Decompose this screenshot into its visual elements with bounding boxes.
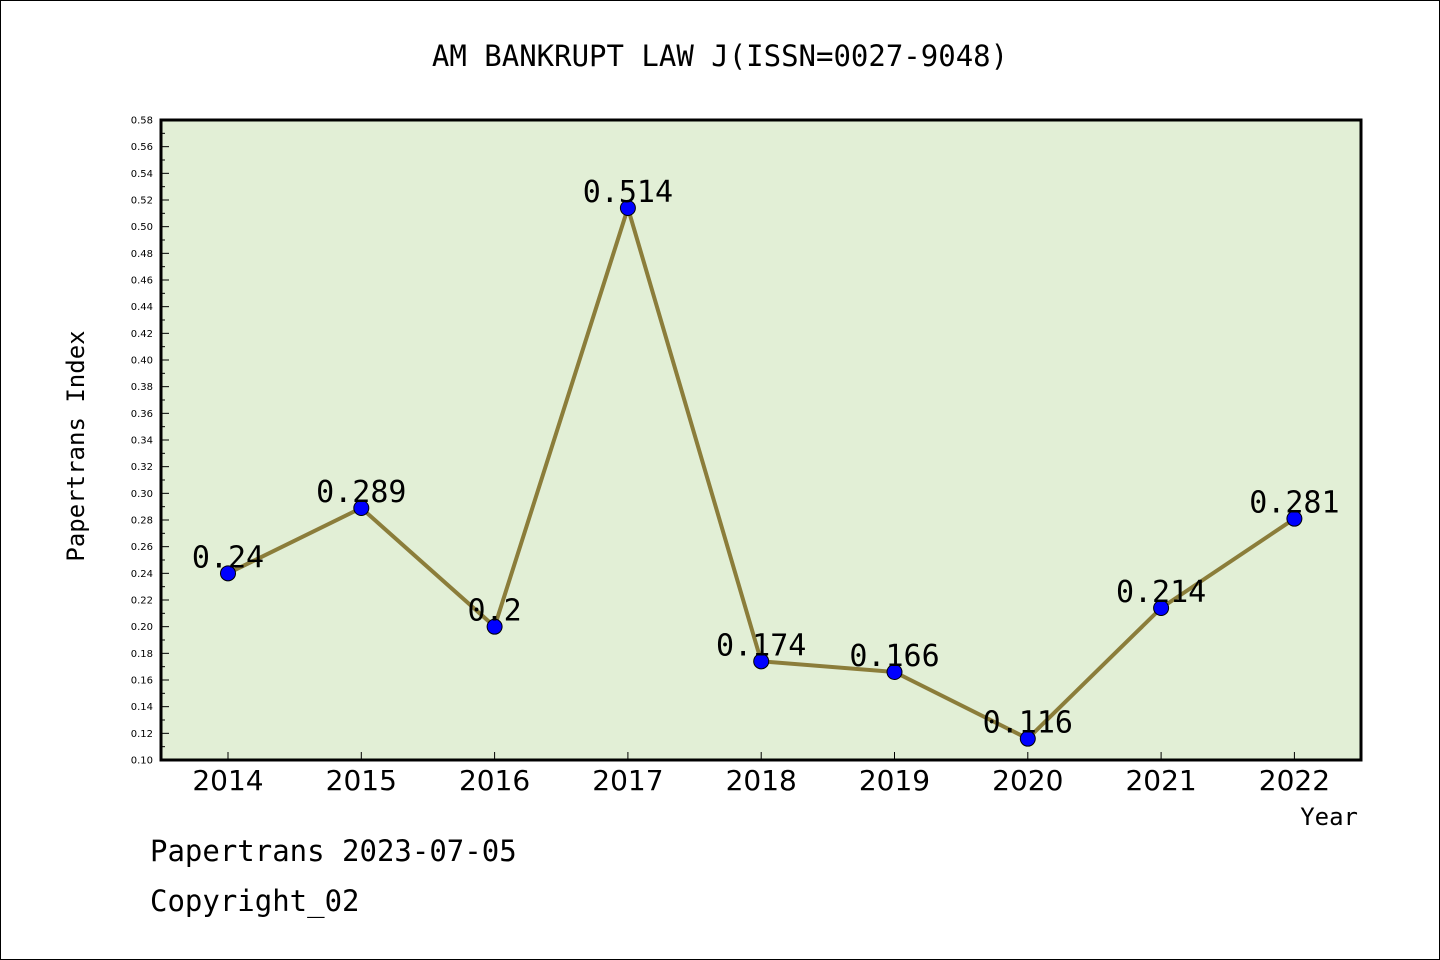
y-tick-label: 0.46 bbox=[131, 276, 153, 287]
footer-date-text: Papertrans 2023-07-05 bbox=[150, 834, 517, 868]
data-point bbox=[619, 200, 636, 216]
y-tick-label: 0.58 bbox=[131, 116, 153, 127]
y-tick-label: 0.34 bbox=[131, 436, 153, 447]
data-labels: 0.24 0.289 0.2 0.514 0.174 0.166 0.116 0.214 0.2… bbox=[192, 175, 1340, 741]
y-axis-label: Papertrans Index bbox=[62, 330, 90, 561]
data-label: 0.214 bbox=[1116, 575, 1206, 610]
y-tick-label: 0.54 bbox=[131, 169, 153, 180]
y-axis: 0.10 0.12 0.14 0.16 0.18 0.20 0.22 0.24 0.26 0.28… bbox=[131, 116, 169, 767]
y-tick-label: 0.12 bbox=[131, 729, 153, 740]
y-tick-label: 0.38 bbox=[131, 382, 153, 393]
data-label: 0.2 bbox=[468, 594, 522, 629]
x-axis-label: Year bbox=[1300, 803, 1358, 831]
y-tick-label: 0.50 bbox=[131, 222, 153, 233]
x-axis: 2014 2015 2016 2017 2018 2019 2020 2021 2022 bbox=[192, 752, 1330, 797]
y-tick-label: 0.52 bbox=[131, 196, 153, 207]
data-point bbox=[1019, 730, 1036, 747]
series-group bbox=[220, 200, 1303, 747]
chart-title: AM BANKRUPT LAW J(ISSN=0027-9048) bbox=[432, 39, 1008, 73]
data-label: 0.166 bbox=[849, 639, 939, 674]
y-tick-label: 0.24 bbox=[131, 569, 153, 580]
data-point bbox=[353, 500, 370, 516]
x-tick-label: 2022 bbox=[1259, 764, 1330, 797]
y-tick-label: 0.26 bbox=[131, 542, 153, 553]
y-tick-label: 0.44 bbox=[131, 302, 153, 313]
x-tick-label: 2015 bbox=[326, 764, 397, 797]
x-tick-label: 2018 bbox=[726, 764, 797, 797]
footer-copyright-text: Copyright_02 bbox=[150, 884, 360, 918]
data-point bbox=[1286, 510, 1303, 527]
y-tick-label: 0.30 bbox=[131, 489, 153, 500]
y-tick-label: 0.48 bbox=[131, 249, 153, 260]
x-tick-label: 2021 bbox=[1125, 764, 1196, 797]
y-tick-label: 0.14 bbox=[131, 702, 153, 713]
x-tick-label: 2017 bbox=[592, 764, 663, 797]
x-tick-label: 2014 bbox=[192, 764, 263, 797]
data-point bbox=[753, 653, 770, 670]
x-tick-label: 2019 bbox=[859, 764, 930, 797]
y-tick-label: 0.18 bbox=[131, 649, 153, 660]
data-point bbox=[886, 664, 903, 680]
data-label: 0.174 bbox=[716, 628, 806, 663]
data-label: 0.24 bbox=[192, 540, 264, 575]
y-tick-label: 0.28 bbox=[131, 516, 153, 527]
data-point bbox=[486, 618, 503, 635]
data-label: 0.514 bbox=[583, 175, 673, 210]
x-tick-label: 2020 bbox=[992, 764, 1063, 797]
data-point bbox=[1153, 600, 1170, 616]
y-tick-label: 0.20 bbox=[131, 622, 153, 633]
y-tick-label: 0.42 bbox=[131, 329, 153, 340]
data-label: 0.281 bbox=[1249, 486, 1339, 521]
y-tick-label: 0.32 bbox=[131, 462, 153, 473]
y-tick-label: 0.10 bbox=[131, 756, 153, 767]
data-label: 0.289 bbox=[316, 475, 406, 510]
data-label: 0.116 bbox=[983, 706, 1073, 741]
plot-area bbox=[159, 118, 1363, 762]
y-tick-label: 0.22 bbox=[131, 596, 153, 607]
y-tick-label: 0.36 bbox=[131, 409, 153, 420]
y-tick-label: 0.40 bbox=[131, 356, 153, 367]
x-tick-label: 2016 bbox=[459, 764, 530, 797]
y-tick-label: 0.16 bbox=[131, 676, 153, 687]
y-tick-label: 0.56 bbox=[131, 142, 153, 153]
data-point bbox=[220, 565, 236, 582]
